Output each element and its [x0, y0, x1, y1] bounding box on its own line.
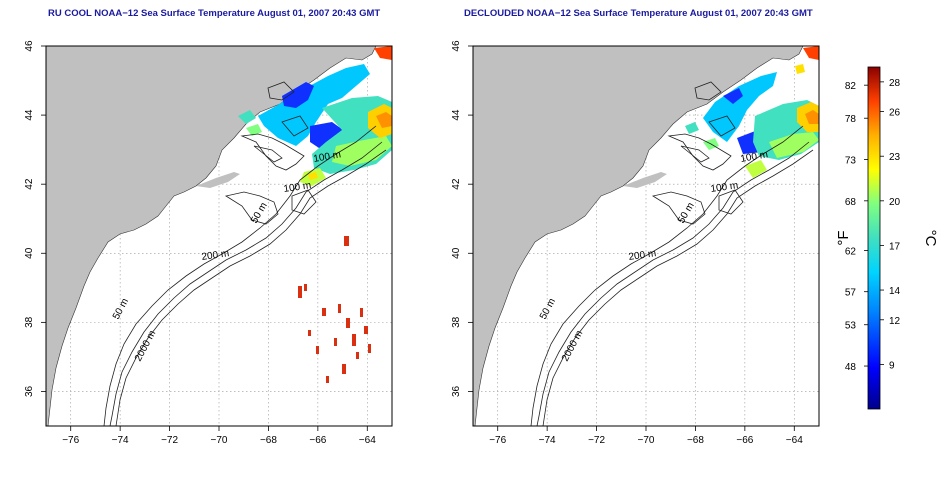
lat-tick-label: 38 — [451, 316, 462, 328]
colorbar-c-label: 28 — [889, 78, 901, 89]
lat-tick-label: 42 — [451, 178, 462, 190]
lon-tick-label: −70 — [638, 435, 655, 446]
lon-tick-label: −70 — [211, 435, 228, 446]
sst-colorbar: 48 53 57 62 68 73 78 82 9 12 14 17 20 23 26 28 °F °C — [835, 66, 939, 410]
right-contour-label-100m-a: 100 m — [740, 149, 769, 165]
lat-tick-label: 40 — [451, 247, 462, 259]
right-contour-label-100m-b: 100 m — [710, 180, 739, 195]
colorbar-c-label: 17 — [889, 241, 901, 252]
left-map-long-island — [196, 172, 240, 188]
lon-tick-label: −66 — [309, 435, 326, 446]
lon-tick-label: −72 — [588, 435, 605, 446]
colorbar-f-label: 82 — [845, 81, 857, 92]
lon-tick-label: −68 — [260, 435, 277, 446]
colorbar-ticks: 48 53 57 62 68 73 78 82 9 12 14 17 20 23 26 28 — [845, 78, 901, 373]
right-panel-title: DECLOUDED NOAA−12 Sea Surface Temperatur… — [464, 8, 813, 19]
colorbar-fahrenheit-label: °F — [835, 230, 852, 245]
lon-tick-label: −66 — [736, 435, 753, 446]
right-map-long-island — [623, 172, 667, 188]
colorbar-f-label: 57 — [845, 288, 857, 299]
lat-tick-label: 38 — [24, 316, 35, 328]
colorbar-celsius-label: °C — [922, 230, 939, 247]
lon-tick-label: −74 — [112, 435, 129, 446]
colorbar-c-label: 20 — [889, 197, 901, 208]
left-depth-contours — [103, 81, 387, 427]
right-map-land — [473, 46, 803, 426]
colorbar-f-label: 48 — [845, 362, 857, 373]
left-sst-specks — [298, 236, 371, 383]
colorbar-f-label: 62 — [845, 246, 857, 257]
lat-tick-label: 44 — [451, 109, 462, 121]
left-contour-label-100m-a: 100 m — [313, 149, 342, 165]
left-contour-label-200m: 200 m — [201, 248, 230, 263]
colorbar-c-label: 23 — [889, 152, 901, 163]
right-contour-label-200m: 200 m — [628, 248, 657, 263]
colorbar-c-label: 9 — [889, 360, 895, 371]
right-depth-contours — [530, 81, 814, 427]
colorbar-scale — [867, 66, 881, 410]
colorbar-f-label: 78 — [845, 114, 857, 125]
right-sst-patches — [685, 46, 819, 178]
lon-tick-label: −64 — [359, 435, 376, 446]
left-map-panel: 100 m 100 m 50 m 200 m 50 m 2000 m −76 −7… — [24, 40, 393, 446]
left-map-ticks: −76 −74 −72 −70 −68 −66 −64 36 38 40 42 44 46 — [24, 40, 376, 446]
lat-tick-label: 36 — [451, 385, 462, 397]
left-contour-label-100m-b: 100 m — [283, 180, 312, 195]
colorbar-c-label: 14 — [889, 286, 901, 297]
lon-tick-label: −74 — [539, 435, 556, 446]
lat-tick-label: 36 — [24, 385, 35, 397]
colorbar-f-label: 68 — [845, 197, 857, 208]
colorbar-f-label: 53 — [845, 321, 857, 332]
lat-tick-label: 46 — [24, 40, 35, 52]
lat-tick-label: 46 — [451, 40, 462, 52]
right-map-panel: 100 m 100 m 50 m 200 m 50 m 2000 m −76 −7… — [451, 40, 820, 446]
lon-tick-label: −76 — [62, 435, 79, 446]
left-map-land — [46, 46, 376, 426]
lat-tick-label: 40 — [24, 247, 35, 259]
lon-tick-label: −76 — [489, 435, 506, 446]
lat-tick-label: 44 — [24, 109, 35, 121]
lon-tick-label: −64 — [786, 435, 803, 446]
left-panel-title: RU COOL NOAA−12 Sea Surface Temperature … — [48, 8, 381, 19]
left-sst-patches — [238, 46, 392, 186]
lon-tick-label: −72 — [161, 435, 178, 446]
colorbar-c-label: 26 — [889, 108, 901, 119]
colorbar-f-label: 73 — [845, 156, 857, 167]
lon-tick-label: −68 — [687, 435, 704, 446]
right-map-ticks: −76 −74 −72 −70 −68 −66 −64 36 38 40 42 44 46 — [451, 40, 803, 446]
lat-tick-label: 42 — [24, 178, 35, 190]
colorbar-c-label: 12 — [889, 316, 901, 327]
right-map-coastline — [474, 45, 804, 427]
